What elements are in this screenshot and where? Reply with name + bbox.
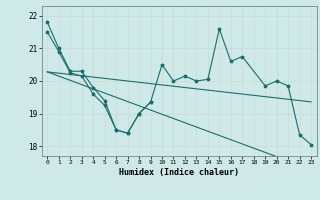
X-axis label: Humidex (Indice chaleur): Humidex (Indice chaleur)	[119, 168, 239, 177]
